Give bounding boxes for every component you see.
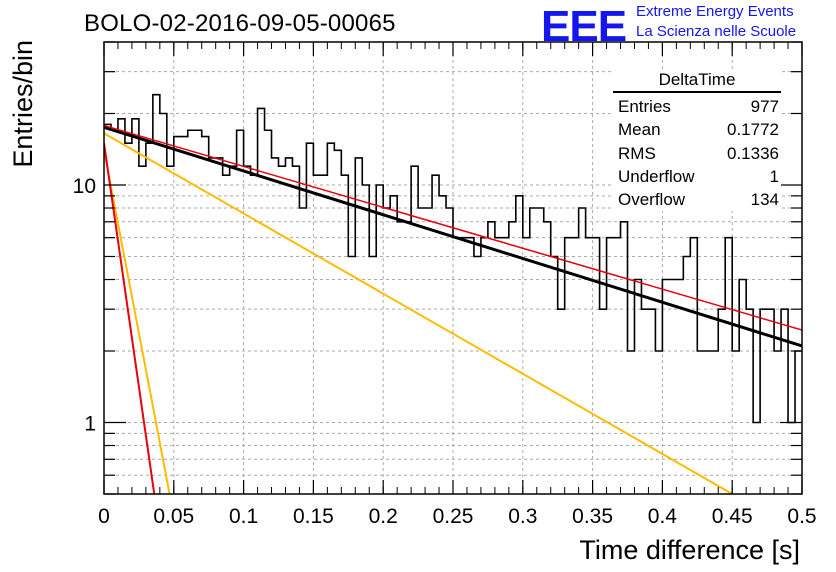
fit-curve-2	[104, 132, 733, 494]
histogram-steps	[104, 93, 802, 424]
logo-line-1: Extreme Energy Events	[636, 3, 794, 20]
fit-curve-1	[104, 124, 802, 331]
eee-logo: EEE	[541, 2, 627, 51]
logo-line-2: La Scienza nelle Scuole	[636, 23, 797, 40]
stats-label: Underflow	[618, 166, 695, 186]
stats-label: Mean	[618, 120, 661, 140]
x-tick-label: 0.3	[508, 505, 537, 528]
x-tick-label: 0.35	[572, 505, 613, 528]
y-tick-label: 1	[84, 413, 96, 436]
fit-curve-4	[104, 143, 156, 494]
x-tick-label: 0.25	[433, 505, 474, 528]
x-tick-label: 0.1	[229, 505, 258, 528]
y-axis-label: Entries/bin	[8, 40, 38, 168]
x-tick-label: 0.4	[648, 505, 678, 528]
x-tick-label: 0.15	[293, 505, 334, 528]
stats-value: 1	[769, 166, 779, 186]
stats-row-entries: Entries 977	[613, 95, 781, 118]
x-tick-label: 0.5	[787, 505, 816, 528]
x-tick-label: 0	[98, 505, 110, 528]
fit-curve-0	[104, 125, 802, 348]
stats-label: Overflow	[618, 190, 686, 210]
stats-label: Entries	[618, 97, 671, 116]
stats-row-rms: RMS 0.1336	[613, 142, 781, 165]
stats-row-underflow: Underflow 1	[613, 165, 781, 188]
x-tick-label: 0.05	[153, 505, 194, 528]
stats-title: DeltaTime	[613, 70, 781, 93]
stats-value: 134	[750, 190, 779, 210]
stats-box: DeltaTime Entries 977 Mean 0.1772 RMS 0.…	[613, 70, 781, 212]
x-tick-label: 0.2	[369, 505, 398, 528]
axis-ticks	[103, 41, 803, 495]
stats-value: 0.1772	[727, 120, 779, 140]
stats-row-overflow: Overflow 134	[613, 188, 781, 211]
x-axis-label: Time difference [s]	[579, 535, 800, 565]
stats-row-mean: Mean 0.1772	[613, 118, 781, 141]
stats-value: 0.1336	[727, 143, 779, 163]
chart-title: BOLO-02-2016-09-05-00065	[84, 10, 396, 37]
stats-label: RMS	[618, 143, 656, 163]
tick-labels: 0 0.05 0.1 0.15 0.2 0.25 0.3 0.35 0.4 0.45 0.5 1 10	[73, 175, 817, 528]
stats-value: 977	[750, 97, 779, 116]
y-tick-label: 10	[73, 175, 96, 198]
x-tick-label: 0.45	[712, 505, 753, 528]
